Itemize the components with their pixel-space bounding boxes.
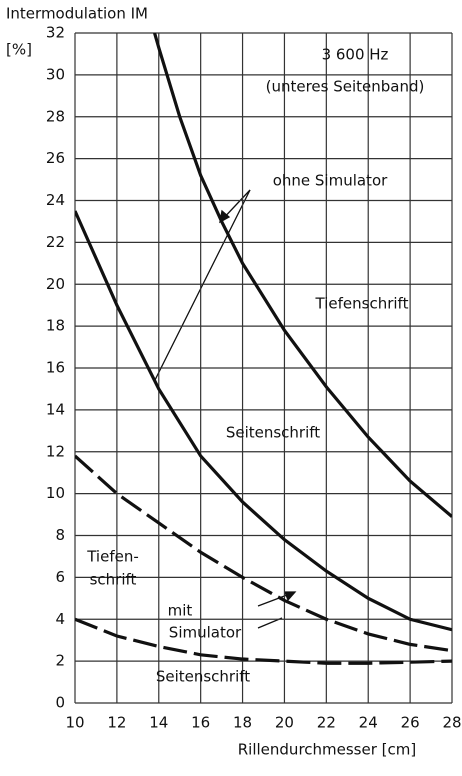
x-tick-label: 14: [149, 714, 168, 732]
series-line: [75, 617, 452, 665]
annotation: (unteres Seitenband): [266, 78, 425, 96]
y-tick-label: 8: [55, 526, 65, 544]
y-tick-label: 28: [46, 107, 65, 125]
arrows: [154, 189, 297, 629]
plot-lines: [75, 33, 452, 665]
y-tick-label: 16: [46, 359, 65, 377]
annotation: ohne Simulator: [273, 172, 388, 190]
y-tick-label: 2: [55, 652, 65, 670]
series-label: Seitenschrift: [156, 668, 250, 686]
x-tick-label: 20: [275, 714, 294, 732]
y-tick-label: 20: [46, 275, 65, 293]
x-tick-label: 22: [317, 714, 336, 732]
annotation: 3 600 Hz: [322, 46, 389, 64]
x-tick-label: 18: [233, 714, 252, 732]
y-tick-label: 12: [46, 442, 65, 460]
y-unit: [%]: [6, 41, 32, 59]
series-line: [75, 454, 452, 653]
annotation: mit: [168, 602, 193, 620]
series-label: Tiefenschrift: [315, 295, 409, 313]
y-tick-label: 26: [46, 149, 65, 167]
x-tick-label: 10: [65, 714, 84, 732]
y-tick-label: 4: [55, 610, 65, 628]
chart-title: Intermodulation IM: [6, 5, 148, 23]
series-label: schrift: [90, 571, 137, 589]
y-tick-label: 0: [55, 694, 65, 712]
y-tick-label: 14: [46, 400, 65, 418]
series-label: Seitenschrift: [226, 424, 320, 442]
series-label: Tiefen-: [86, 548, 139, 566]
y-tick-label: 10: [46, 484, 65, 502]
series-line: [153, 33, 452, 518]
x-tick-label: 12: [107, 714, 126, 732]
x-tick-label: 16: [191, 714, 210, 732]
x-tick-label: 28: [442, 714, 461, 732]
annotation: Simulator: [169, 624, 242, 642]
y-tick-label: 32: [46, 24, 65, 42]
y-tick-label: 6: [55, 568, 65, 586]
y-tick-label: 30: [46, 65, 65, 83]
x-tick-label: 26: [401, 714, 420, 732]
y-tick-label: 18: [46, 317, 65, 335]
x-axis-label: Rillendurchmesser [cm]: [238, 741, 416, 759]
series-line: [75, 210, 452, 632]
x-tick-label: 24: [359, 714, 378, 732]
y-tick-label: 24: [46, 191, 65, 209]
y-tick-label: 22: [46, 233, 65, 251]
